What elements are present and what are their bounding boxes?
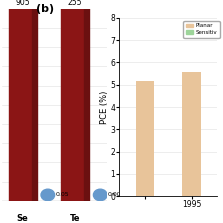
Bar xyxy=(182,72,201,196)
Text: 905: 905 xyxy=(15,0,30,7)
Text: (b): (b) xyxy=(36,4,54,14)
Polygon shape xyxy=(32,0,37,201)
Ellipse shape xyxy=(93,189,107,201)
Ellipse shape xyxy=(41,189,55,201)
Legend: Planar, Sensitiv: Planar, Sensitiv xyxy=(184,21,220,38)
Text: 255: 255 xyxy=(68,0,82,7)
Polygon shape xyxy=(84,0,89,201)
Text: Te: Te xyxy=(70,214,80,223)
Y-axis label: PCE (%): PCE (%) xyxy=(100,90,109,124)
Text: 0.005: 0.005 xyxy=(108,192,126,197)
Bar xyxy=(61,0,84,201)
Text: 0.05: 0.05 xyxy=(56,192,69,197)
Text: Se: Se xyxy=(17,214,29,223)
Bar xyxy=(8,0,32,201)
Bar xyxy=(136,81,154,196)
